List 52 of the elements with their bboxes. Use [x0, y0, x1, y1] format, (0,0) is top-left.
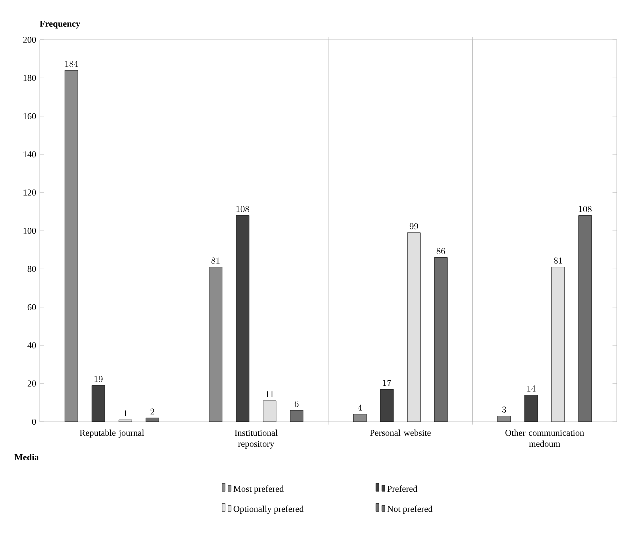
data-label: 86 [436, 248, 446, 254]
bar [92, 386, 106, 422]
data-label: 81 [554, 258, 562, 264]
data-label: 184 [66, 60, 78, 68]
data-label: 2 [150, 408, 154, 415]
bar [209, 267, 223, 422]
bar [407, 232, 421, 422]
y-tick-label: 100 [24, 228, 36, 234]
bar [524, 395, 538, 422]
bar [263, 400, 277, 422]
bar [290, 410, 304, 422]
bar [552, 267, 566, 422]
y-axis-title: Frequency [40, 21, 80, 29]
x-tick-label: Other communication medoum [506, 430, 584, 448]
data-label: 17 [383, 380, 392, 386]
data-label: 108 [579, 206, 592, 212]
data-label: 6 [294, 401, 299, 408]
y-tick-label: 180 [24, 75, 36, 82]
bar [64, 70, 78, 422]
x-tick-label: Personal website [370, 430, 431, 436]
y-tick-label: 60 [28, 304, 36, 310]
y-tick-label: 200 [23, 36, 36, 44]
bar [146, 418, 160, 422]
y-tick-label: 160 [24, 113, 36, 120]
legend-label: Optionally prefered [234, 506, 304, 514]
bar [236, 216, 250, 422]
data-label: 11 [266, 392, 274, 398]
x-tick-label: Reputable journal [80, 430, 144, 438]
y-tick-label: 140 [24, 152, 36, 158]
data-label: 1 [124, 410, 128, 417]
y-tick-label: 120 [24, 190, 36, 196]
y-tick-label: 80 [28, 266, 36, 272]
data-label: 3 [502, 406, 506, 413]
data-label: 4 [358, 404, 362, 411]
y-tick-label: 20 [28, 380, 36, 387]
bar [434, 258, 448, 422]
data-label: 81 [212, 258, 220, 264]
data-label: 99 [410, 223, 418, 230]
bar [498, 416, 512, 422]
y-tick-label: 40 [28, 342, 36, 349]
legend-label: Not prefered [388, 506, 433, 514]
data-label: 14 [528, 386, 536, 392]
bar [578, 216, 592, 422]
y-tick-label: 0 [32, 418, 36, 426]
legend-label: Prefered [388, 486, 418, 492]
data-label: 19 [94, 376, 103, 382]
x-tick-label: Institutional repository [235, 430, 278, 449]
data-label: 108 [236, 206, 250, 212]
x-axis-title: Media [14, 454, 39, 460]
bar [353, 414, 367, 422]
bar [380, 389, 394, 422]
legend-label: Most prefered [234, 486, 284, 494]
